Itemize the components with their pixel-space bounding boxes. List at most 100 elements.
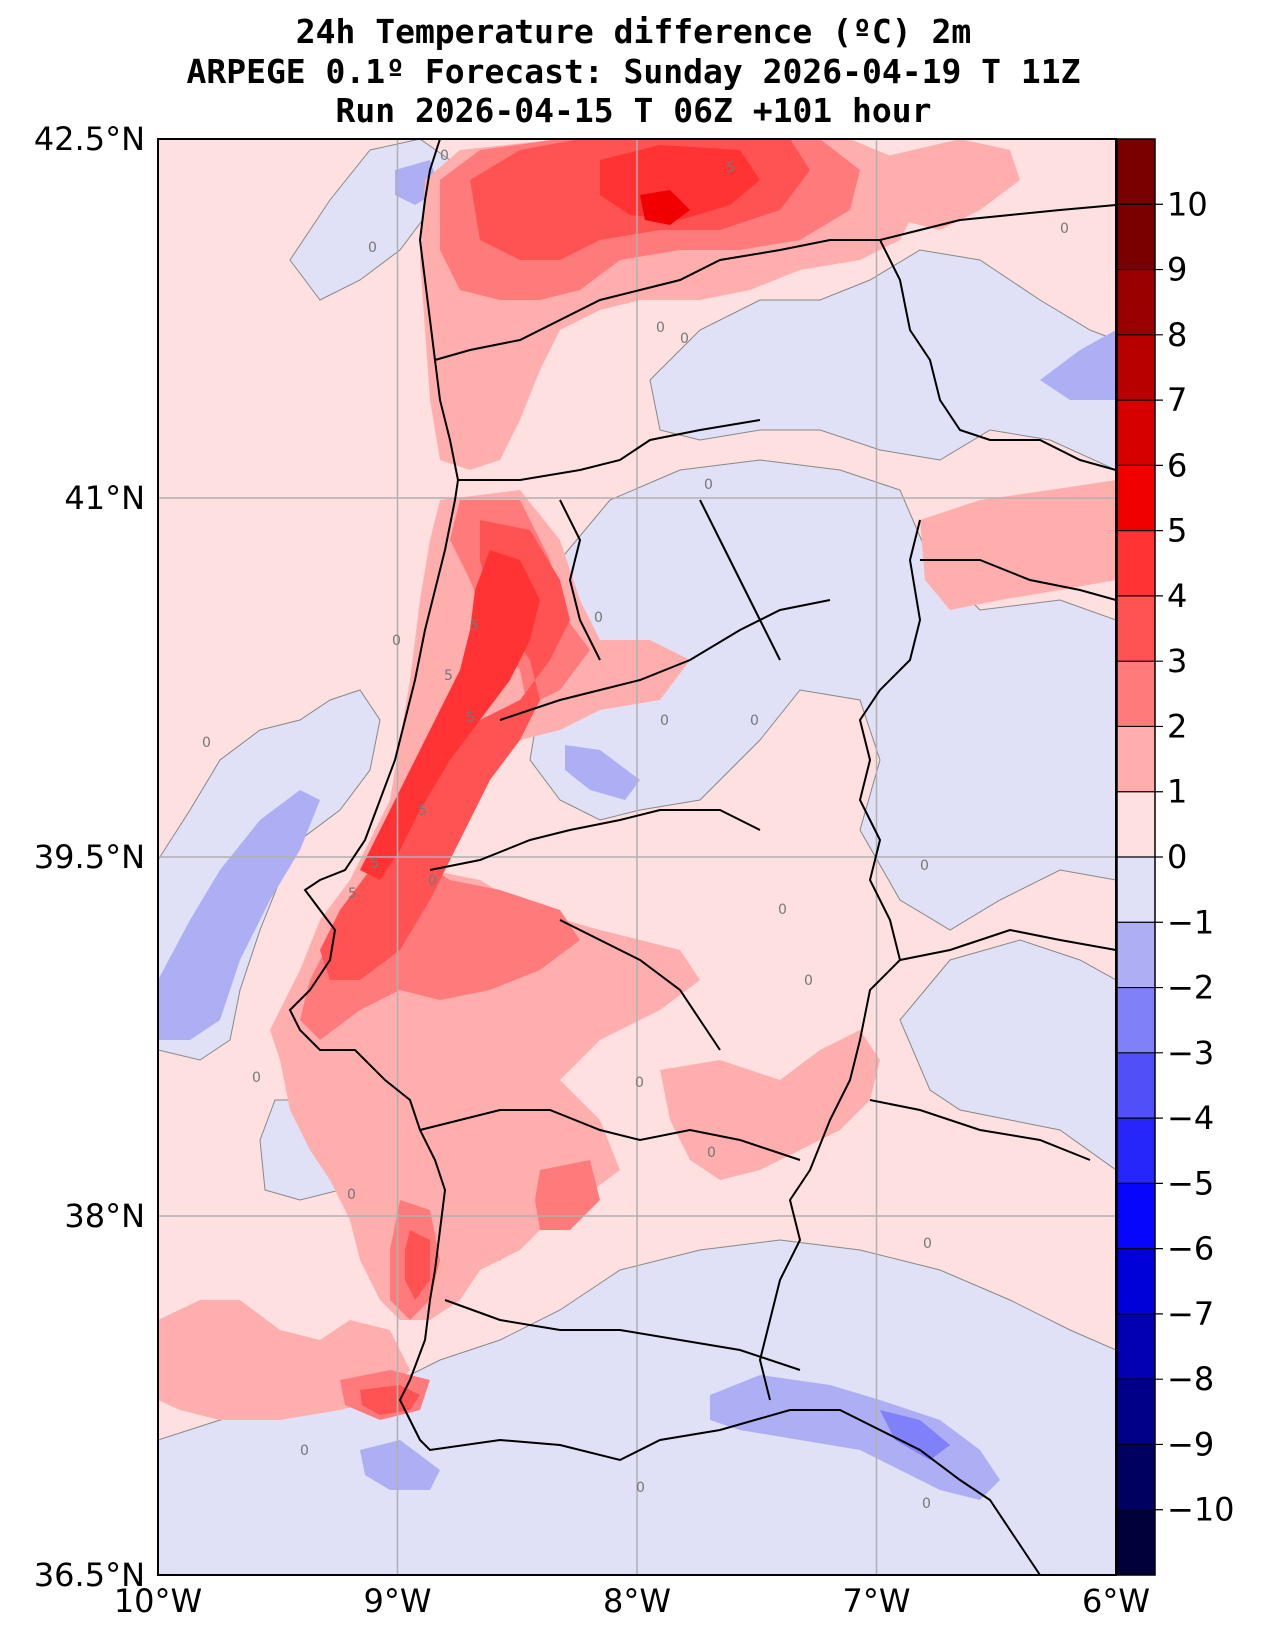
warm-area-coast-4: [360, 550, 540, 880]
warm-area-south-3: [405, 1230, 430, 1300]
warm-area-north-4: [600, 145, 760, 220]
cool-patch-gulf: [880, 1410, 950, 1460]
colorbar-label: −6: [1167, 1230, 1214, 1268]
warm-area-north-5: [640, 190, 690, 225]
contour-label: 0: [704, 477, 713, 493]
cool-patch-center: [565, 745, 640, 800]
colorbar-swatch: [1117, 661, 1155, 727]
contour-label: 5: [370, 856, 379, 872]
contour-label: 0: [804, 973, 813, 989]
colorbar-label: 6: [1167, 446, 1187, 484]
contour-label: 0: [392, 633, 401, 649]
contour-label: 0: [656, 320, 665, 336]
y-tick-label: 41°N: [64, 479, 145, 517]
colorbar-swatch: [1117, 595, 1155, 662]
colorbar-swatch: [1117, 530, 1155, 596]
x-tick-label: 8°W: [603, 1582, 671, 1620]
contour-label: 0: [368, 240, 377, 256]
colorbar-swatch: [1117, 922, 1155, 988]
colorbar-swatch: [1117, 269, 1155, 335]
border-north: [434, 204, 1116, 361]
colorbar-swatch: [1117, 465, 1155, 531]
contour-label: 5: [470, 618, 479, 634]
colorbar-swatch: [1117, 1379, 1155, 1445]
warm-area-southeast: [660, 1030, 880, 1180]
cool-area-northeast: [649, 249, 1116, 471]
district-border-9: [920, 559, 1116, 601]
colorbar-swatch: [1117, 1118, 1155, 1184]
y-tick-label: 42.5°N: [34, 120, 145, 158]
colorbar-swatch: [1117, 1444, 1155, 1510]
warm-area-northeast: [870, 139, 1020, 230]
cool-patch-atlantic: [158, 790, 320, 1040]
district-border-3: [429, 809, 761, 871]
colorbar-swatch: [1117, 987, 1155, 1053]
colorbar-label: 5: [1167, 512, 1187, 550]
district-border-1: [458, 419, 761, 481]
district-border-2: [499, 599, 831, 721]
warm-area-sw-3: [360, 1385, 420, 1415]
district-border-7: [699, 499, 781, 661]
contour-label: 0: [440, 148, 449, 164]
title-line-3: Run 2026-04-15 T 06Z +101 hour: [335, 91, 932, 130]
y-axis: 42.5°N 41°N 39.5°N 38°N 36.5°N: [34, 120, 145, 1594]
contour-label: 5: [444, 668, 453, 684]
contour-label: 0: [635, 1075, 644, 1091]
colorbar-label: 8: [1167, 316, 1187, 354]
colorbar-label: 10: [1167, 185, 1208, 223]
colorbar-swatch: [1117, 334, 1155, 401]
warm-area-east: [920, 480, 1116, 610]
cool-patch-south-coast: [710, 1375, 1000, 1500]
colorbar-label: 4: [1167, 577, 1187, 615]
district-border-6: [559, 499, 601, 661]
contour-label: 0: [707, 1145, 716, 1161]
y-tick-label: 39.5°N: [34, 838, 145, 876]
x-tick-label: 10°W: [114, 1582, 202, 1620]
contour-labels: 0 0 0 0 0 0 0 0 0 0 0 0 0 0 0 0 0 0 0 0 …: [202, 148, 1069, 1512]
contour-label: 5: [348, 886, 357, 902]
contour-label: 0: [594, 610, 603, 626]
district-border-4: [419, 1109, 801, 1161]
contour-label: 0: [1060, 221, 1069, 237]
colorbar-label: −8: [1167, 1360, 1214, 1398]
contour-label: 0: [300, 1443, 309, 1459]
colorbar-label: 7: [1167, 381, 1187, 419]
contour-label: 0: [347, 1187, 356, 1203]
contour-label: 0: [636, 1480, 645, 1496]
title-line-1: 24h Temperature difference (ºC) 2m: [295, 12, 972, 51]
colorbar-label: −1: [1167, 903, 1214, 941]
district-border-10: [899, 928, 1116, 961]
colorbar-swatch: [1117, 857, 1155, 923]
colorbar-swatch: [1117, 1183, 1155, 1249]
colorbar-label: −4: [1167, 1099, 1214, 1137]
colorbar-swatch: [1117, 1248, 1155, 1314]
colorbar-label: −5: [1167, 1164, 1214, 1202]
contour-label: 0: [750, 713, 759, 729]
y-tick-label: 36.5°N: [34, 1556, 145, 1594]
cool-area-east-middle: [899, 939, 1116, 1171]
contour-label: 0: [920, 858, 929, 874]
colorbar-swatch: [1117, 1509, 1155, 1575]
contour-label: 0: [922, 1496, 931, 1512]
cool-patch-northeast: [1040, 330, 1116, 400]
colorbar-label: −10: [1167, 1491, 1235, 1529]
contour-label: 0: [202, 735, 211, 751]
district-border-5: [444, 1299, 801, 1371]
x-axis: 10°W 9°W 8°W 7°W 6°W: [114, 1582, 1150, 1620]
title-line-2: ARPEGE 0.1º Forecast: Sunday 2026-04-19 …: [186, 52, 1081, 91]
contour-label: 5: [466, 710, 475, 726]
colorbar-swatch: [1117, 791, 1155, 857]
coastline-west: [288, 139, 1041, 1575]
map-frame: [157, 138, 1117, 1576]
x-tick-label: 9°W: [364, 1582, 432, 1620]
x-tick-label: 6°W: [1082, 1582, 1150, 1620]
y-tick-label: 38°N: [64, 1197, 145, 1235]
contour-label: 0: [660, 713, 669, 729]
warm-area-interior-2: [535, 1160, 600, 1230]
colorbar-swatch: [1117, 1052, 1155, 1119]
colorbar-swatch: [1117, 1313, 1155, 1380]
contour-label: 0: [428, 873, 437, 889]
colorbar-label: 3: [1167, 642, 1187, 680]
colorbar-label: −2: [1167, 969, 1214, 1007]
